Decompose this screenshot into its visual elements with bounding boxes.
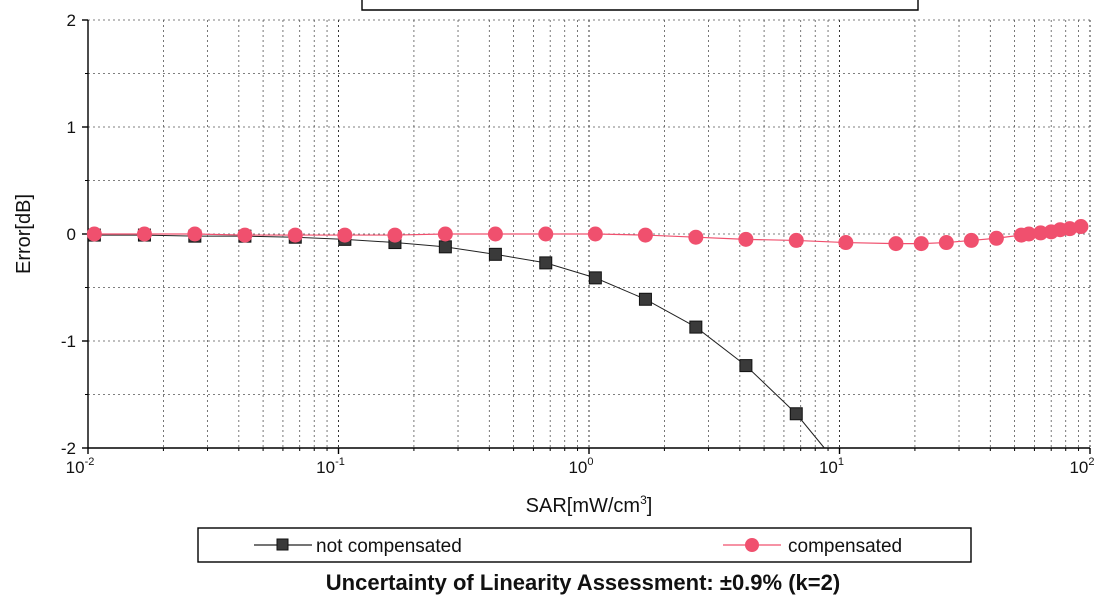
x-axis-title: SAR[mW/cm3] [526,493,653,517]
y-tick-label: -1 [61,332,76,351]
grid [88,19,1091,448]
data-point-circle [387,227,403,243]
y-tick-label: 2 [67,11,76,30]
data-point-square [739,359,753,373]
data-point-circle [913,236,929,252]
data-point-circle [963,232,979,248]
x-axis-title-superscript: 3 [640,493,647,507]
data-point-circle [187,226,203,242]
data-point-square [588,271,602,285]
legend-marker-circle [745,538,759,552]
y-tick-label: 0 [67,225,76,244]
data-point-circle [738,231,754,247]
x-tick-label: 10-2 [66,456,95,477]
data-point-circle [888,236,904,252]
legend-marker-square [276,538,289,551]
data-point-circle [688,229,704,245]
y-tick-label: -2 [61,439,76,458]
legend-label-not-compensated: not compensated [316,536,462,557]
data-point-circle [237,227,253,243]
series-layer [86,219,1089,449]
data-point-circle [587,226,603,242]
data-point-circle [1073,219,1089,235]
data-point-circle [637,227,653,243]
data-point-circle [86,226,102,242]
data-point-square [438,240,452,254]
data-point-square [539,256,553,270]
data-point-square [689,320,703,334]
y-tick-label: 1 [67,118,76,137]
legend-label-compensated: compensated [788,536,902,557]
legend-item-not-compensated: not compensated [254,536,462,557]
data-point-square [488,247,502,261]
data-point-circle [437,226,453,242]
data-point-circle [988,230,1004,246]
data-point-square [789,407,803,421]
series-line [94,234,825,449]
legend-box [197,527,972,563]
data-point-square [638,292,652,306]
data-point-circle [1021,226,1037,242]
data-point-circle [1062,221,1078,237]
x-tick-label: 101 [819,456,844,477]
data-point-circle [136,226,152,242]
x-tick-label: 10-1 [316,456,345,477]
data-point-circle [838,235,854,251]
title-box-fragment [361,0,919,11]
ticks: 210-1-210-2 10-1 100 101 102 [61,11,1095,477]
data-point-circle [337,227,353,243]
x-tick-label: 100 [568,456,593,477]
series-compensated [86,219,1089,252]
uncertainty-note: Uncertainty of Linearity Assessment: ±0.… [326,570,840,595]
data-point-circle [287,227,303,243]
legend-item-compensated: compensated [723,536,902,557]
series-not-compensated [87,228,825,449]
data-point-circle [938,235,954,251]
y-axis-title: Error[dB] [13,194,35,274]
data-point-circle [487,226,503,242]
data-point-circle [788,232,804,248]
legend: not compensated compensated [197,527,972,563]
x-tick-label: 102 [1069,456,1094,477]
data-point-circle [538,226,554,242]
